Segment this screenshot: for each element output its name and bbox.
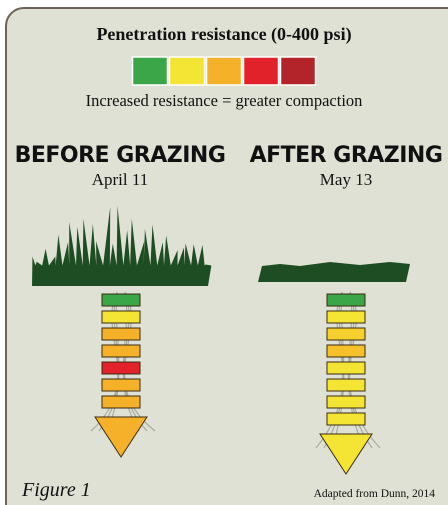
grass: [258, 262, 410, 282]
probe-segment: [102, 379, 140, 391]
probe-segment: [102, 328, 140, 340]
caption: Increased resistance = greater compactio…: [86, 91, 363, 110]
probe-segment: [327, 345, 365, 357]
figure-label: Figure 1: [21, 479, 91, 501]
probe-segment: [102, 294, 140, 306]
legend-swatch: [281, 57, 316, 85]
legend-swatch: [170, 57, 205, 85]
probe-segment: [327, 379, 365, 391]
title: Penetration resistance (0-400 psi): [96, 24, 351, 45]
probe-segment: [327, 362, 365, 374]
probe-segment: [327, 294, 365, 306]
figure: Penetration resistance (0-400 psi) Incre…: [0, 0, 448, 505]
probe-segment: [102, 396, 140, 408]
legend-swatch: [244, 57, 279, 85]
probe-segment: [327, 328, 365, 340]
probe-segment: [327, 396, 365, 408]
probe-segment: [102, 311, 140, 323]
legend-swatch: [207, 57, 242, 85]
probe-segment: [102, 345, 140, 357]
heading: After grazing: [250, 143, 443, 168]
probe-segment: [327, 413, 365, 425]
source: Adapted from Dunn, 2014: [314, 488, 436, 500]
heading: Before grazing: [15, 143, 226, 168]
date: May 13: [320, 170, 372, 189]
probe-segment: [102, 362, 140, 374]
legend-swatch: [133, 57, 168, 85]
date: April 11: [92, 170, 149, 189]
probe-segment: [327, 311, 365, 323]
